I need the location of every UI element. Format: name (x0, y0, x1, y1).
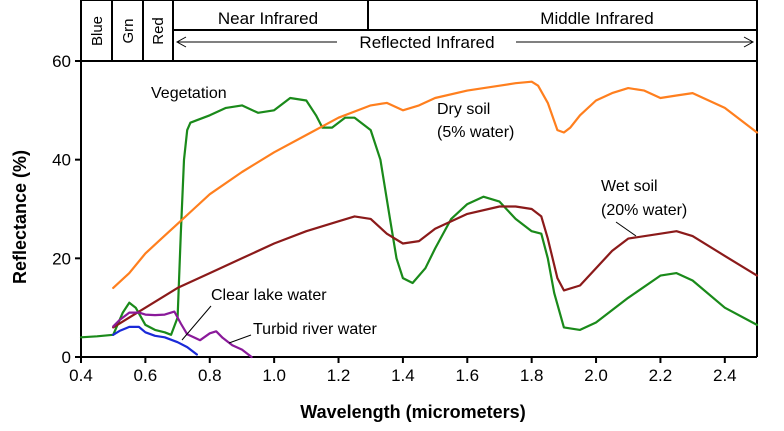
annotations: Vegetation Dry soil (5% water) Wet soil … (151, 85, 687, 344)
x-tick-label: 1.4 (391, 366, 415, 385)
y-ticks: 0 20 40 60 (52, 52, 81, 367)
series-line-turbid-river-water (112, 310, 253, 359)
annotation-vegetation: Vegetation (151, 85, 227, 102)
y-tick-label: 0 (62, 348, 71, 367)
series-layer (79, 80, 759, 359)
leader-wet-soil (615, 221, 637, 237)
region-label-middle-infrared: Middle Infrared (540, 9, 653, 28)
y-tick-label: 40 (52, 151, 71, 170)
leader-turbid-river-water (228, 334, 252, 344)
annotation-clear-lake-water: Clear lake water (211, 287, 327, 304)
y-axis-title: Reflectance (%) (10, 150, 30, 284)
region-label-reflected-infrared: Reflected Infrared (359, 33, 494, 52)
series-line-wet-soil-20-water (112, 205, 759, 329)
arrow-left-head-icon (175, 36, 187, 48)
x-tick-label: 2.0 (584, 366, 608, 385)
spectral-header: Blue Grn Red Near Infrared Middle Infrar… (80, 0, 758, 62)
x-tick-label: 2.2 (649, 366, 673, 385)
x-tick-label: 0.6 (134, 366, 158, 385)
band-label-red: Red (150, 17, 167, 45)
annotation-turbid-river-water: Turbid river water (253, 321, 378, 338)
series-line-vegetation (79, 96, 759, 339)
x-tick-label: 1.0 (262, 366, 286, 385)
y-tick-label: 60 (52, 52, 71, 71)
annotation-dry-soil: Dry soil (437, 101, 490, 118)
x-tick-label: 1.6 (455, 366, 479, 385)
leader-clear-lake-water (181, 305, 212, 341)
annotation-wet-soil: Wet soil (601, 178, 658, 195)
region-label-near-infrared: Near Infrared (218, 9, 318, 28)
y-tick-label: 20 (52, 249, 71, 268)
annotation-dry-soil-water: (5% water) (437, 124, 514, 141)
x-ticks: 0.4 0.6 0.8 1.0 1.2 1.4 1.6 1.8 2.0 2.2 2.4 (69, 357, 737, 385)
x-tick-label: 2.4 (713, 366, 737, 385)
arrow-right-head-icon (743, 36, 755, 48)
x-tick-label: 0.4 (69, 366, 93, 385)
annotation-wet-soil-water: (20% water) (601, 202, 687, 219)
band-label-blue: Blue (89, 16, 106, 46)
x-tick-label: 1.2 (327, 366, 351, 385)
x-tick-label: 1.8 (520, 366, 544, 385)
series-line-dry-soil-5-water (112, 80, 759, 289)
x-tick-label: 0.8 (198, 366, 222, 385)
band-label-grn: Grn (120, 18, 137, 43)
series-line-clear-lake-water (112, 325, 198, 356)
x-axis-title: Wavelength (micrometers) (300, 402, 525, 422)
axes (80, 61, 758, 358)
